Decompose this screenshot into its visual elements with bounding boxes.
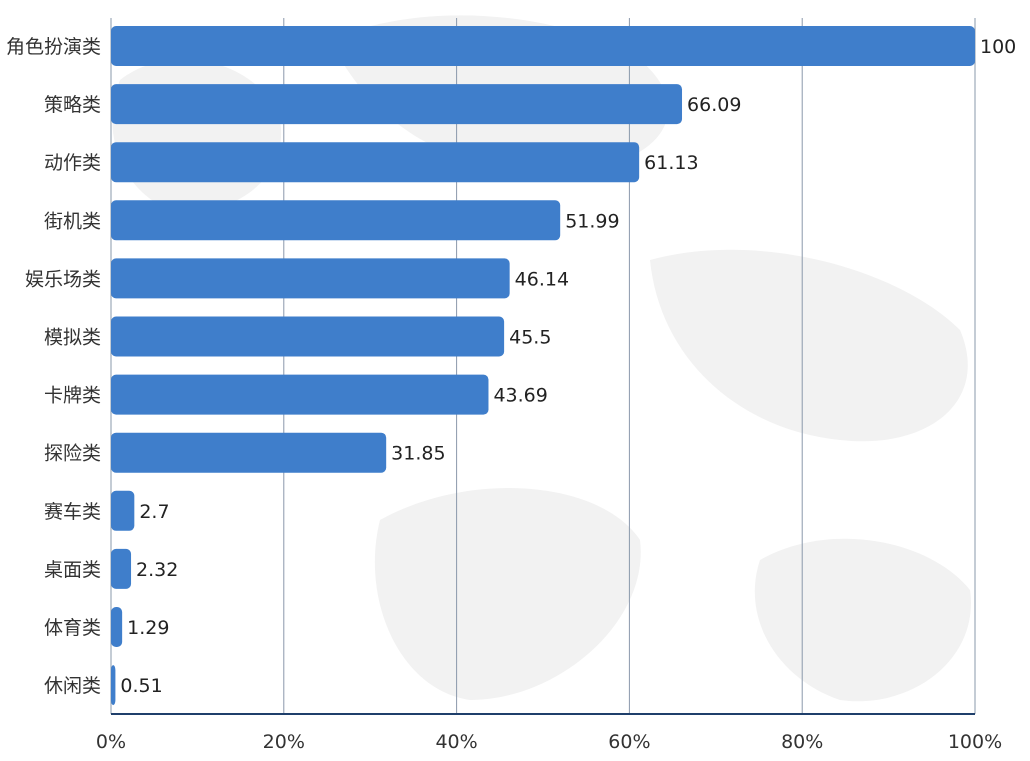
bar-4 (111, 258, 510, 299)
bar-6 (111, 374, 489, 415)
bar-7 (111, 432, 387, 473)
map-shape-2 (374, 487, 641, 700)
category-label-10: 体育类 (44, 617, 101, 639)
bar-8 (111, 490, 135, 531)
x-tick-label-4: 80% (781, 731, 823, 753)
bars (111, 26, 975, 706)
value-label-2: 61.13 (644, 152, 698, 174)
map-shape-4 (112, 59, 282, 212)
bar-10 (111, 607, 123, 647)
map-shape-3 (754, 538, 971, 702)
bar-0 (111, 26, 975, 66)
value-label-3: 51.99 (565, 210, 619, 232)
category-label-7: 探险类 (44, 443, 101, 465)
value-label-10: 1.29 (127, 617, 169, 639)
bar-2 (111, 142, 640, 183)
category-label-3: 街机类 (44, 210, 101, 232)
x-tick-label-1: 20% (263, 731, 305, 753)
x-tick-label-0: 0% (96, 731, 126, 753)
x-axis-ticks: 0% 20% 40% 60% 80% 100% (96, 731, 1002, 753)
category-label-0: 角色扮演类 (6, 36, 101, 58)
value-label-4: 46.14 (515, 268, 569, 290)
category-label-11: 休闲类 (44, 675, 101, 697)
value-labels: 100 66.09 61.13 51.99 46.14 45.5 43.69 31.85 2.7… (120, 36, 1016, 697)
bar-5 (111, 316, 505, 357)
category-label-5: 模拟类 (44, 327, 101, 349)
value-label-5: 45.5 (509, 327, 551, 349)
category-label-1: 策略类 (44, 94, 101, 116)
bar-1 (111, 84, 683, 125)
value-label-9: 2.32 (136, 559, 178, 581)
category-label-4: 娱乐场类 (25, 268, 101, 290)
gridlines (110, 18, 976, 714)
x-tick-label-5: 100% (948, 731, 1002, 753)
value-label-7: 31.85 (391, 443, 445, 465)
value-label-11: 0.51 (120, 675, 162, 697)
value-label-1: 66.09 (687, 94, 741, 116)
category-label-9: 桌面类 (44, 559, 101, 581)
x-tick-label-3: 60% (608, 731, 650, 753)
map-shape-1 (650, 249, 968, 442)
value-label-6: 43.69 (493, 385, 547, 407)
bar-3 (111, 200, 561, 241)
bar-11 (111, 665, 116, 706)
category-label-6: 卡牌类 (44, 385, 101, 407)
category-label-2: 动作类 (44, 152, 101, 174)
value-label-0: 100 (980, 36, 1016, 58)
category-label-8: 赛车类 (44, 501, 101, 523)
value-label-8: 2.7 (139, 501, 169, 523)
bar-9 (111, 548, 132, 589)
world-map-watermark (112, 15, 971, 702)
x-tick-label-2: 40% (435, 731, 477, 753)
